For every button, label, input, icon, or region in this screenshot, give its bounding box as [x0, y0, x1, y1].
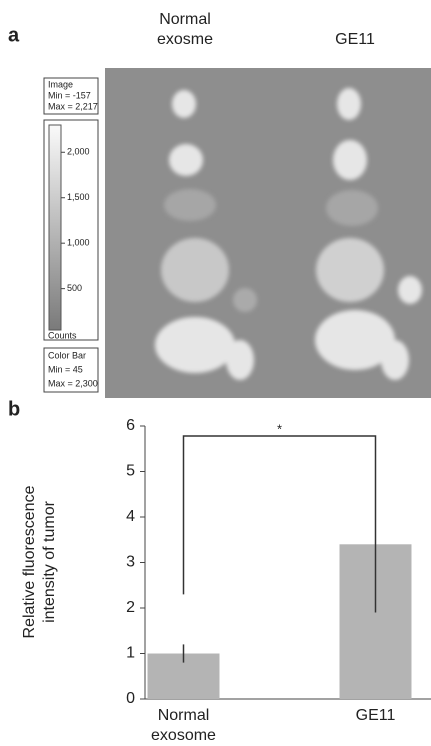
colorbar-unit: Counts — [48, 330, 77, 340]
panel-label: b — [8, 398, 20, 420]
colorbar-box-min: Min = 45 — [48, 364, 83, 374]
colorbar-box — [43, 347, 99, 393]
image-box-max: Max = 2,217 — [48, 101, 98, 111]
colorbar-tick-label: 1,000 — [67, 238, 90, 248]
y-axis-title-line: intensity of tumor — [41, 500, 58, 623]
column-header: Normal exosme — [156, 11, 214, 48]
column-header: GE11 — [335, 31, 375, 48]
y-tick-label: 1 — [126, 645, 135, 662]
y-axis-title-line: Relative fluorescence — [21, 485, 38, 638]
image-box — [43, 77, 99, 115]
y-tick-label: 5 — [126, 463, 135, 480]
y-tick-label: 3 — [126, 554, 135, 571]
y-tick-label: 6 — [126, 417, 135, 434]
colorbar-tick-label: 2,000 — [67, 147, 90, 157]
colorbar — [48, 124, 62, 331]
fluorescence-image — [105, 68, 431, 398]
y-tick-label: 4 — [126, 508, 135, 525]
image-box-title: Image — [48, 79, 73, 89]
significance-bracket — [182, 435, 377, 595]
image-box-min: Min = -157 — [48, 90, 91, 100]
significance-label: * — [277, 421, 282, 436]
y-tick-label: 2 — [126, 599, 135, 616]
y-axis-title: Relative fluorescence intensity of tumor — [21, 485, 58, 638]
colorbar-tick-label: 1,500 — [67, 192, 90, 202]
panel-label: a — [8, 24, 20, 46]
figure-graphics: a Image Min = -157 Max = 2,217 Counts Co… — [8, 24, 431, 707]
y-tick-label: 0 — [126, 690, 135, 707]
figure: a Image Min = -157 Max = 2,217 Counts Co… — [8, 11, 431, 744]
colorbar-box-max: Max = 2,300 — [48, 378, 98, 388]
x-tick-label: GE11 — [355, 707, 396, 724]
colorbar-box-title: Color Bar — [48, 350, 86, 360]
x-tick-label: Normal exosome — [151, 707, 216, 744]
colorbar-tick-label: 500 — [67, 283, 82, 293]
